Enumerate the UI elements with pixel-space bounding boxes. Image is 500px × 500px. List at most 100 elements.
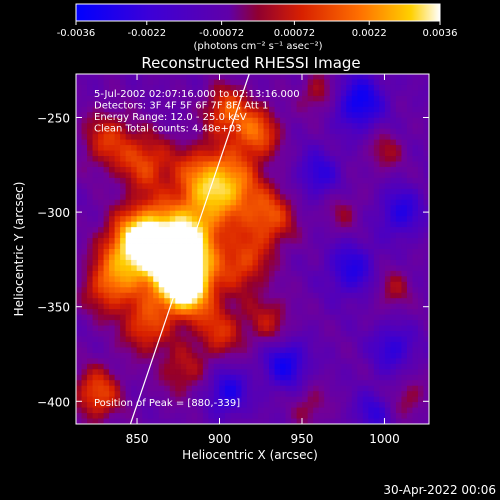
heatmap-cell bbox=[202, 254, 209, 261]
heatmap-cell bbox=[368, 254, 375, 261]
heatmap-cell bbox=[169, 249, 176, 255]
heatmap-cell bbox=[76, 385, 82, 392]
heatmap-cell bbox=[357, 341, 364, 348]
heatmap-cell bbox=[202, 95, 209, 102]
heatmap-cell bbox=[302, 166, 309, 173]
heatmap-cell bbox=[219, 221, 226, 228]
heatmap-cell bbox=[401, 347, 408, 354]
heatmap-cell bbox=[246, 216, 253, 223]
heatmap-cell bbox=[324, 188, 331, 195]
heatmap-cell bbox=[153, 418, 160, 425]
heatmap-cell bbox=[76, 188, 82, 195]
heatmap-cell bbox=[191, 177, 198, 184]
heatmap-cell bbox=[351, 396, 358, 403]
heatmap-cell bbox=[280, 418, 286, 425]
heatmap-cell bbox=[175, 101, 182, 108]
heatmap-cell bbox=[136, 303, 143, 310]
heatmap-cell bbox=[98, 380, 104, 387]
heatmap-cell bbox=[235, 270, 242, 277]
heatmap-cell bbox=[302, 259, 309, 266]
heatmap-cell bbox=[147, 150, 154, 157]
heatmap-cell bbox=[302, 172, 309, 179]
heatmap-cell bbox=[307, 391, 314, 398]
heatmap-cell bbox=[318, 139, 325, 146]
heatmap-cell bbox=[114, 123, 121, 130]
heatmap-cell bbox=[164, 287, 171, 294]
heatmap-cell bbox=[346, 396, 353, 403]
heatmap-cell bbox=[158, 243, 165, 250]
heatmap-cell bbox=[180, 303, 187, 310]
heatmap-cell bbox=[291, 188, 298, 195]
heatmap-cell bbox=[246, 287, 253, 294]
heatmap-cell bbox=[280, 287, 286, 294]
heatmap-cell bbox=[87, 194, 93, 201]
heatmap-cell bbox=[412, 117, 419, 124]
heatmap-cell bbox=[169, 385, 176, 392]
heatmap-cell bbox=[213, 369, 220, 376]
heatmap-cell bbox=[125, 276, 132, 283]
heatmap-cell bbox=[346, 363, 353, 370]
heatmap-cell bbox=[362, 183, 369, 190]
heatmap-cell bbox=[109, 281, 116, 288]
heatmap-cell bbox=[191, 309, 198, 316]
heatmap-cell bbox=[291, 418, 298, 425]
heatmap-cell bbox=[252, 227, 259, 233]
heatmap-cell bbox=[423, 287, 430, 294]
heatmap-cell bbox=[114, 74, 121, 80]
heatmap-cell bbox=[169, 287, 176, 294]
heatmap-cell bbox=[235, 413, 242, 419]
heatmap-cell bbox=[87, 227, 93, 233]
heatmap-cell bbox=[131, 358, 138, 365]
heatmap-cell bbox=[224, 413, 231, 419]
heatmap-cell bbox=[169, 363, 176, 370]
heatmap-cell bbox=[136, 287, 143, 294]
annotation-line: Energy Range: 12.0 - 25.0 keV bbox=[94, 112, 247, 123]
heatmap-cell bbox=[291, 90, 298, 97]
x-tick-label: 900 bbox=[208, 432, 231, 446]
heatmap-cell bbox=[81, 95, 88, 102]
heatmap-cell bbox=[208, 123, 215, 130]
heatmap-cell bbox=[340, 139, 347, 146]
heatmap-cell bbox=[263, 303, 270, 310]
heatmap-cell bbox=[412, 320, 419, 326]
heatmap-cell bbox=[368, 413, 375, 419]
heatmap-cell bbox=[285, 292, 292, 299]
heatmap-cell bbox=[186, 74, 193, 80]
heatmap-cell bbox=[384, 287, 391, 294]
heatmap-cell bbox=[208, 418, 215, 425]
heatmap-cell bbox=[329, 150, 336, 157]
heatmap-cell bbox=[136, 402, 143, 408]
heatmap-cell bbox=[258, 145, 264, 151]
heatmap-cell bbox=[401, 112, 408, 119]
heatmap-cell bbox=[417, 172, 424, 179]
heatmap-cell bbox=[76, 347, 82, 354]
heatmap-cell bbox=[252, 183, 259, 190]
heatmap-cell bbox=[307, 276, 314, 283]
heatmap-cell bbox=[269, 216, 275, 223]
heatmap-cell bbox=[180, 391, 187, 398]
heatmap-cell bbox=[368, 281, 375, 288]
heatmap-cell bbox=[158, 380, 165, 387]
heatmap-cell bbox=[158, 270, 165, 277]
heatmap-cell bbox=[318, 183, 325, 190]
heatmap-cell bbox=[329, 128, 336, 135]
heatmap-cell bbox=[384, 199, 391, 206]
heatmap-cell bbox=[417, 90, 424, 97]
heatmap-cell bbox=[285, 161, 292, 168]
heatmap-cell bbox=[362, 238, 369, 244]
heatmap-cell bbox=[302, 363, 309, 370]
heatmap-cell bbox=[131, 194, 138, 201]
heatmap-cell bbox=[103, 238, 110, 244]
heatmap-cell bbox=[285, 123, 292, 130]
heatmap-cell bbox=[357, 265, 364, 272]
heatmap-cell bbox=[423, 331, 430, 337]
heatmap-cell bbox=[241, 385, 248, 392]
heatmap-cell bbox=[197, 352, 204, 359]
heatmap-cell bbox=[318, 396, 325, 403]
heatmap-cell bbox=[92, 292, 99, 299]
heatmap-cell bbox=[235, 95, 242, 102]
heatmap-cell bbox=[87, 374, 93, 381]
heatmap-cell bbox=[269, 150, 275, 157]
heatmap-cell bbox=[180, 227, 187, 233]
heatmap-cell bbox=[213, 150, 220, 157]
